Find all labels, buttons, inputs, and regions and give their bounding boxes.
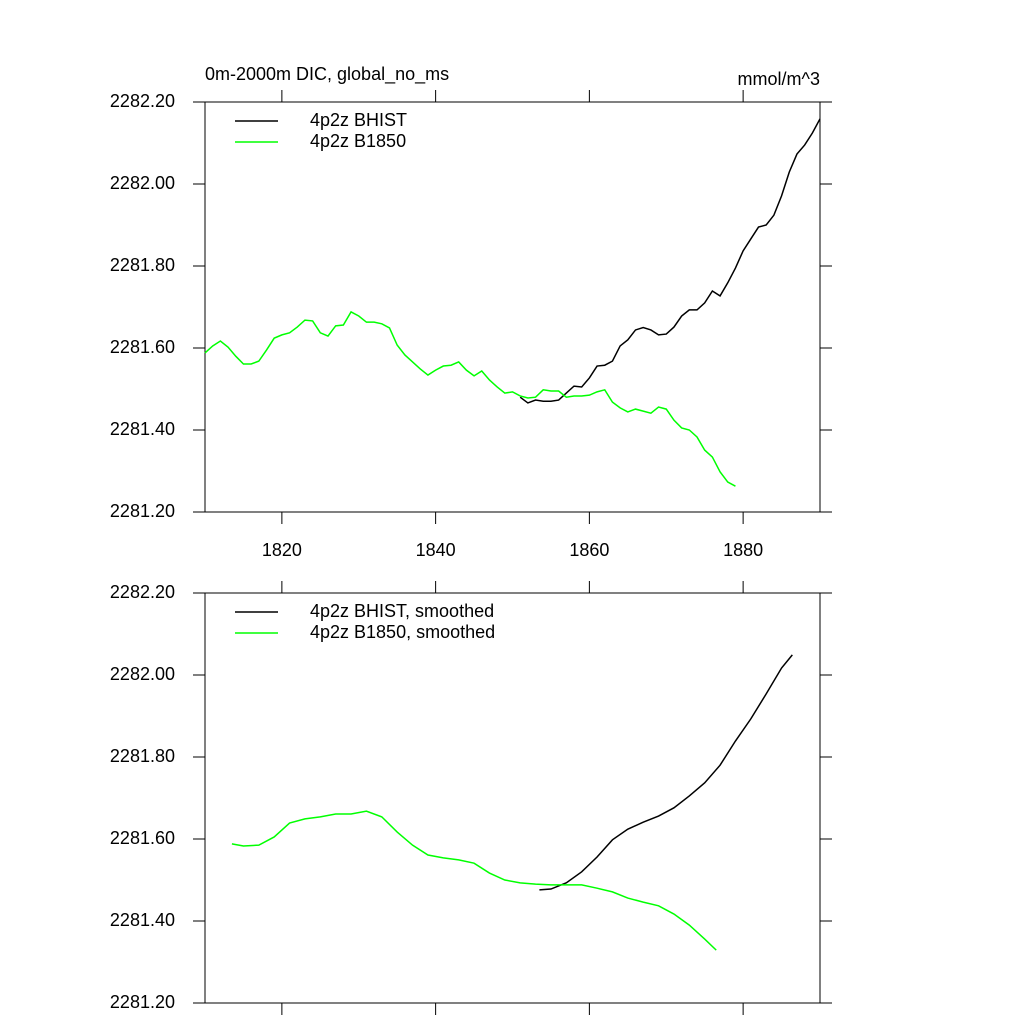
legend-label: 4p2z BHIST xyxy=(310,110,407,130)
legend-label: 4p2z BHIST, smoothed xyxy=(310,601,494,621)
y-tick-label: 2281.20 xyxy=(110,992,175,1012)
chart-title: 0m-2000m DIC, global_no_ms xyxy=(205,64,449,85)
x-tick-label: 1860 xyxy=(569,540,609,560)
legend-label: 4p2z B1850 xyxy=(310,131,406,151)
x-tick-label: 1840 xyxy=(416,540,456,560)
plot-frame xyxy=(204,101,821,513)
y-tick-label: 2281.80 xyxy=(110,255,175,275)
y-tick-label: 2281.80 xyxy=(110,746,175,766)
unit-label: mmol/m^3 xyxy=(738,69,820,89)
y-tick-label: 2282.20 xyxy=(110,91,175,111)
series-line xyxy=(539,654,793,891)
y-tick-label: 2281.60 xyxy=(110,828,175,848)
legend-label: 4p2z B1850, smoothed xyxy=(310,622,495,642)
y-tick-label: 2282.20 xyxy=(110,582,175,602)
series-line xyxy=(519,118,821,404)
y-tick-label: 2281.60 xyxy=(110,337,175,357)
series-line xyxy=(231,810,717,951)
y-tick-label: 2281.40 xyxy=(110,419,175,439)
y-tick-label: 2281.40 xyxy=(110,910,175,930)
x-tick-label: 1880 xyxy=(723,540,763,560)
series-line xyxy=(204,310,736,487)
y-tick-label: 2282.00 xyxy=(110,173,175,193)
plot-frame xyxy=(204,592,821,1004)
y-tick-label: 2282.00 xyxy=(110,664,175,684)
x-tick-label: 1820 xyxy=(262,540,302,560)
y-tick-label: 2281.20 xyxy=(110,501,175,521)
